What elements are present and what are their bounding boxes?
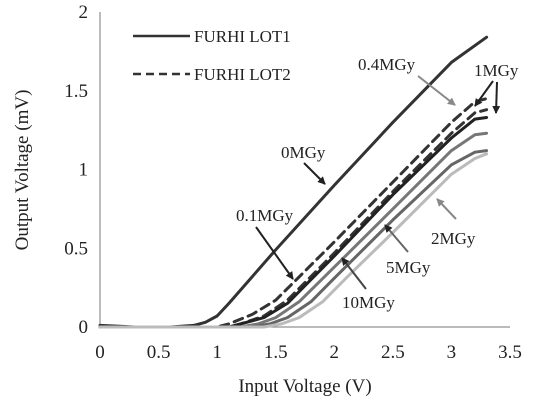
y-tick-label: 1.5 (64, 81, 88, 102)
series-layer (98, 35, 489, 329)
x-tick-label: 0.5 (147, 342, 171, 363)
y-axis-title: Output Voltage (mV) (12, 90, 33, 251)
dose-annotations: 0MGy 0.1MGy 0.4MGy 1MGy 2MGy 5MGy 10MGy (236, 55, 519, 312)
legend-label-lot1: FURHI LOT1 (194, 27, 291, 46)
annotation-arrow-1mgy-b (492, 81, 501, 114)
annotation-arrow-10mgy (341, 257, 367, 290)
annotation-0mgy: 0MGy (281, 143, 326, 162)
x-tick-label: 3 (447, 342, 457, 363)
annotation-10mgy: 10MGy (342, 293, 395, 312)
series-line-0 (98, 35, 489, 329)
x-tick-label: 2.5 (381, 342, 405, 363)
annotation-2mgy: 2MGy (431, 229, 476, 248)
x-tick-label: 1.5 (264, 342, 288, 363)
annotation-0-1mgy: 0.1MGy (236, 206, 294, 225)
y-tick-label: 0.5 (64, 238, 88, 259)
x-tick-label: 2 (330, 342, 340, 363)
legend-label-lot2: FURHI LOT2 (194, 65, 291, 84)
annotation-arrow-2mgy (436, 198, 457, 220)
annotation-arrow-0mgy (303, 162, 326, 185)
annotation-arrow-0-4mgy (417, 75, 456, 106)
y-tick-label: 0 (79, 317, 89, 338)
x-tick-labels: 0 0.5 1 1.5 2 2.5 3 3.5 (95, 342, 522, 363)
series-line-6 (98, 152, 489, 329)
y-tick-labels: 0 0.5 1 1.5 2 (64, 2, 88, 338)
annotation-arrow-1mgy-a (474, 80, 494, 107)
x-tick-label: 0 (95, 342, 105, 363)
legend: FURHI LOT1 FURHI LOT2 (133, 27, 291, 84)
x-tick-label: 1 (212, 342, 222, 363)
annotation-1mgy: 1MGy (474, 61, 519, 80)
annotation-arrow-0-1mgy (255, 226, 294, 280)
x-tick-label: 3.5 (498, 342, 522, 363)
annotation-0-4mgy: 0.4MGy (358, 55, 416, 74)
y-tick-label: 1 (79, 160, 89, 181)
series-line-5 (98, 149, 489, 329)
y-tick-label: 2 (79, 2, 89, 23)
annotation-5mgy: 5MGy (386, 258, 431, 277)
x-axis-title: Input Voltage (V) (238, 376, 371, 397)
annotation-arrow-5mgy (384, 224, 409, 253)
